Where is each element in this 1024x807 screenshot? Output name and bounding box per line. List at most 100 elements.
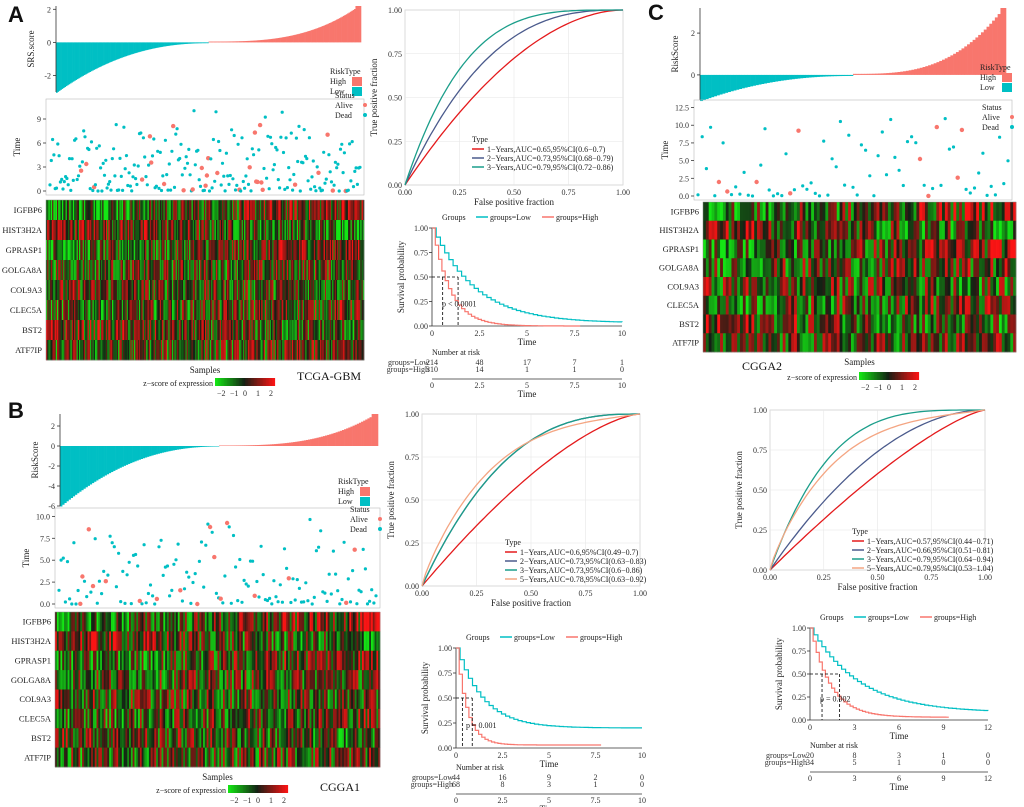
risk-score-bar bbox=[337, 18, 340, 43]
heatmap-cell bbox=[273, 240, 276, 261]
risk-y-tick-label: 2 bbox=[47, 5, 51, 14]
heatmap-cell bbox=[58, 631, 61, 652]
heatmap-cell bbox=[149, 300, 152, 321]
dead-point bbox=[95, 601, 99, 605]
heatmap-cell bbox=[126, 300, 129, 321]
heatmap-cell bbox=[340, 747, 343, 768]
heatmap-cell bbox=[731, 202, 735, 222]
risk-score-bar bbox=[330, 22, 333, 43]
heatmap-cell bbox=[76, 340, 79, 361]
heatmap-cell bbox=[49, 300, 52, 321]
heatmap-cell bbox=[345, 300, 348, 321]
heatmap-cell bbox=[268, 670, 271, 690]
heatmap-cell bbox=[70, 340, 73, 361]
heatmap-cell bbox=[237, 612, 240, 632]
heatmap-cell bbox=[813, 202, 818, 222]
heatmap-cell bbox=[80, 650, 83, 671]
heatmap-cell bbox=[68, 260, 70, 281]
colorbar-step bbox=[244, 785, 247, 793]
heatmap-cell bbox=[181, 320, 184, 341]
risk-score-bar bbox=[197, 446, 201, 448]
heatmap-cell bbox=[60, 220, 63, 241]
heatmap-cell bbox=[210, 650, 213, 671]
heatmap-cell bbox=[219, 200, 222, 221]
heatmap-cell bbox=[242, 650, 245, 671]
dead-point bbox=[901, 183, 905, 188]
heatmap-cell bbox=[121, 747, 124, 768]
heatmap-cell bbox=[363, 689, 366, 710]
risk-score-bar bbox=[354, 424, 358, 446]
heatmap-cell bbox=[282, 612, 285, 632]
dead-point bbox=[220, 161, 225, 165]
heatmap-cell bbox=[113, 280, 115, 301]
dead-point bbox=[280, 110, 284, 114]
dead-point bbox=[141, 136, 145, 140]
heatmap-cell bbox=[212, 320, 214, 341]
heatmap-cell bbox=[130, 200, 132, 221]
heatmap-cell bbox=[296, 631, 300, 652]
heatmap-cell bbox=[282, 260, 284, 281]
heatmap-cell bbox=[289, 280, 291, 301]
colorbar-step bbox=[235, 785, 238, 793]
heatmap-cell bbox=[273, 220, 276, 241]
heatmap-cell bbox=[326, 300, 328, 321]
heatmap-cell bbox=[269, 340, 272, 361]
heatmap-cell bbox=[120, 631, 123, 652]
heatmap-cell bbox=[145, 240, 147, 261]
alive-point bbox=[796, 128, 801, 133]
heatmap-cell bbox=[996, 202, 1000, 222]
heatmap-cell bbox=[361, 220, 364, 241]
heatmap-cell bbox=[98, 280, 101, 301]
heatmap-cell bbox=[322, 340, 324, 361]
heatmap-cell bbox=[207, 240, 210, 261]
risk-score-bar bbox=[727, 74, 731, 93]
heatmap-cell bbox=[96, 670, 99, 690]
heatmap-cell bbox=[205, 320, 207, 341]
heatmap-cell bbox=[309, 631, 312, 652]
heatmap-cell bbox=[258, 340, 261, 361]
heatmap-cell bbox=[264, 728, 267, 748]
heatmap-cell bbox=[70, 240, 73, 261]
heatmap-cell bbox=[360, 708, 363, 729]
heatmap-cell bbox=[191, 340, 194, 361]
risk-score-bar bbox=[96, 42, 98, 69]
heatmap-cell bbox=[190, 300, 192, 321]
heatmap-cell bbox=[68, 300, 70, 321]
heatmap-cell bbox=[369, 670, 372, 690]
heatmap-cell bbox=[356, 260, 359, 281]
risk-score-bar bbox=[216, 41, 219, 43]
heatmap-cell bbox=[184, 340, 186, 361]
heatmap-cell bbox=[161, 612, 164, 632]
heatmap-cell bbox=[266, 650, 269, 671]
heatmap-cell bbox=[257, 280, 260, 301]
heatmap-cell bbox=[356, 689, 359, 710]
heatmap-cell bbox=[211, 300, 213, 321]
dead-point bbox=[219, 183, 223, 187]
heatmap-cell bbox=[319, 280, 322, 301]
heatmap-cell bbox=[291, 670, 294, 690]
heatmap-cell bbox=[187, 320, 190, 341]
heatmap-cell bbox=[170, 631, 173, 652]
heatmap-cell bbox=[209, 220, 212, 241]
risk-score-bar bbox=[89, 446, 93, 485]
status-legend-marker bbox=[1010, 125, 1014, 129]
heatmap-cell bbox=[333, 747, 336, 768]
risk-score-bar bbox=[350, 426, 353, 446]
heatmap-cell bbox=[316, 340, 318, 361]
heatmap-cell bbox=[185, 240, 187, 261]
heatmap-cell bbox=[174, 728, 177, 748]
heatmap-cell bbox=[207, 340, 210, 361]
risk-score-bar bbox=[254, 40, 256, 43]
heatmap-cell bbox=[335, 300, 338, 321]
heatmap-cell bbox=[101, 747, 105, 768]
heatmap-cell bbox=[226, 728, 229, 748]
risk-score-bar bbox=[284, 36, 287, 43]
colorbar-step bbox=[273, 785, 275, 793]
risk-score-bar bbox=[191, 42, 194, 44]
heatmap-cell bbox=[222, 260, 224, 281]
heatmap-cell bbox=[60, 280, 63, 301]
heatmap-cell bbox=[266, 689, 269, 710]
heatmap-cell bbox=[301, 260, 304, 281]
heatmap-cell bbox=[324, 689, 327, 710]
heatmap-cell bbox=[150, 708, 153, 729]
